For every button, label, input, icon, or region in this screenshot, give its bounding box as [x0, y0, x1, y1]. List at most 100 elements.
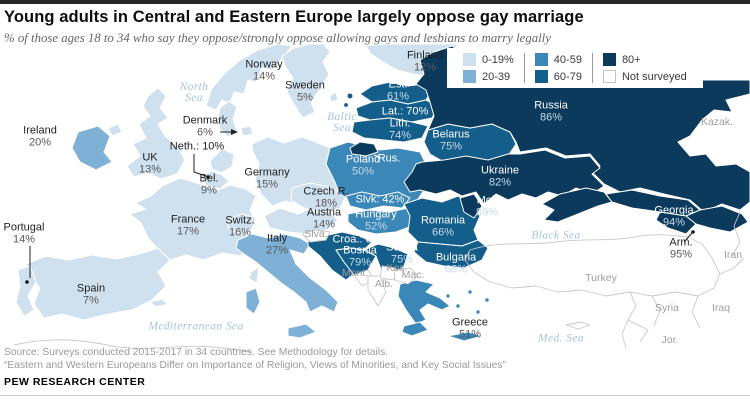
- country-ireland: [71, 125, 113, 171]
- map-label-iraq: Iraq: [711, 302, 731, 314]
- legend-label: 60-79: [553, 70, 582, 83]
- map-label-greece: Greece 51%: [451, 316, 489, 340]
- map-label-kazakhstan: Kazak.: [700, 116, 734, 128]
- country-macedonia: [393, 267, 419, 285]
- map-label-moldova: Mol. 89%: [475, 194, 499, 218]
- island-corsica: [248, 266, 260, 284]
- map-label-belgium: Bel. 9%: [199, 172, 219, 196]
- map-label-czech-republic: Czech R. 18%: [303, 185, 349, 209]
- country-portugal: [15, 265, 37, 317]
- legend-label: Not surveyed: [621, 70, 687, 83]
- map-label-hungary: Hungary 52%: [355, 208, 397, 232]
- country-spain: [25, 247, 171, 321]
- page-subtitle: % of those ages 18 to 34 who say they op…: [4, 31, 551, 45]
- country-uk: [126, 87, 186, 180]
- legend-column: 0-19% 20-39: [453, 53, 524, 83]
- map-label-netherlands: Neth.: 10%: [169, 140, 225, 153]
- map-label-lithuania: Lith. 74%: [388, 117, 412, 141]
- map-label-sweden: Sweden 5%: [285, 79, 325, 103]
- country-netherlands: [209, 148, 235, 174]
- map-label-romania: Romania 66%: [420, 214, 466, 238]
- country-romania: [403, 195, 481, 247]
- netherlands-leader: [193, 154, 207, 177]
- map-label-finland: Finland 12%: [406, 49, 444, 73]
- denmark-arrowhead: [231, 129, 238, 135]
- country-kosovo: [379, 265, 397, 281]
- map-label-russia: Russia 86%: [534, 99, 568, 123]
- country-serbia: [363, 243, 409, 275]
- country-italy: [235, 233, 339, 313]
- map-label-portugal: Portugal 14%: [3, 221, 45, 245]
- aegean-island: [475, 309, 481, 315]
- armenia-leader: [683, 232, 693, 243]
- country-greece: [397, 279, 451, 325]
- netherlands-dot: [206, 175, 210, 179]
- map-label-spain: Spain 7%: [76, 282, 106, 306]
- map-label-bulgaria: Bulgaria 68%: [435, 251, 477, 275]
- aegean-island: [455, 303, 461, 309]
- island-gotland: [329, 91, 339, 103]
- sea-label-black-sea: Black Sea: [531, 229, 581, 242]
- chart-header: Young adults in Central and Eastern Euro…: [4, 8, 746, 46]
- country-lithuania: [351, 117, 429, 143]
- map-label-syria: Syria: [655, 302, 679, 314]
- legend-item: 60-79: [534, 70, 582, 83]
- armenia-dot: [691, 230, 695, 234]
- legend-column: 40-59 60-79: [523, 53, 592, 83]
- region-caucasus-east: [685, 205, 749, 233]
- island-crete: [447, 331, 483, 342]
- map-label-kosovo: Kos.: [386, 262, 408, 274]
- map-label-slovakia: Slvk: 42%: [355, 193, 405, 206]
- legend-item: 40-59: [534, 53, 582, 66]
- bottom-rule: [0, 395, 750, 396]
- map-label-germany: Germany 15%: [244, 166, 290, 190]
- island-cyprus: [565, 321, 591, 330]
- country-austria: [263, 206, 339, 235]
- legend-swatch: [602, 70, 616, 83]
- aegean-island: [467, 289, 473, 295]
- region-northern-ireland: [107, 123, 123, 137]
- region-crimea: [541, 187, 613, 223]
- map-label-belarus: Belarus 75%: [432, 128, 470, 152]
- country-bosnia: [335, 247, 377, 276]
- island-sicily: [287, 323, 317, 339]
- caspian-borders: [719, 211, 745, 275]
- map-label-norway: Norway 14%: [245, 58, 283, 82]
- map-label-switzerland: Switz. 16%: [225, 214, 255, 238]
- legend-item: Not surveyed: [602, 70, 687, 83]
- map-label-albania: Alb.: [374, 278, 394, 290]
- legend-swatch: [463, 53, 476, 66]
- map-label-france: France 17%: [170, 213, 206, 237]
- map-label-uk: UK 13%: [138, 151, 162, 175]
- island-hiiumaa: [343, 102, 349, 108]
- country-switzerland: [227, 213, 257, 234]
- map-label-bosnia: Bosnia 79%: [343, 244, 377, 268]
- map-label-ireland: Ireland 20%: [23, 124, 57, 148]
- map-label-denmark: Denmark 6%: [182, 114, 228, 138]
- map-label-italy: Italy 27%: [265, 232, 289, 256]
- sea-label-baltic-sea: Baltic Sea: [327, 111, 357, 134]
- portugal-dot: [25, 280, 29, 284]
- map-label-ukraine: Ukraine 82%: [481, 164, 519, 188]
- map-label-kaliningrad: Rus.: [377, 152, 401, 165]
- top-border: [0, 0, 750, 4]
- map-label-turkey: Turkey: [585, 272, 617, 284]
- map-label-croatia: Croa.: 61%: [332, 233, 388, 246]
- island-sardinia: [245, 287, 261, 315]
- legend-label: 40-59: [553, 53, 582, 66]
- country-bulgaria: [413, 239, 489, 269]
- region-kaliningrad: [349, 141, 379, 157]
- map-label-slovenia: Slva.: [304, 228, 328, 240]
- map-label-macedonia: Mac.: [401, 269, 425, 281]
- legend-item: 0-19%: [463, 53, 514, 66]
- map-label-iran: Iran: [723, 249, 743, 261]
- map-label-estonia: Est. 61%: [386, 78, 410, 102]
- sea-label-mediterranean-sea: Mediterranean Sea: [148, 320, 244, 333]
- map-label-montenegro: Mont.: [341, 267, 369, 279]
- brand-name: PEW RESEARCH CENTER: [4, 376, 146, 388]
- country-sweden: [281, 44, 331, 119]
- map-label-poland: Poland 50%: [345, 153, 381, 177]
- legend-label: 0-19%: [482, 53, 514, 66]
- leader-lines: [25, 129, 695, 284]
- europe-map: 0-19% 20-39 40-59 60-79 80+ Not surveyed Norw…: [0, 44, 750, 352]
